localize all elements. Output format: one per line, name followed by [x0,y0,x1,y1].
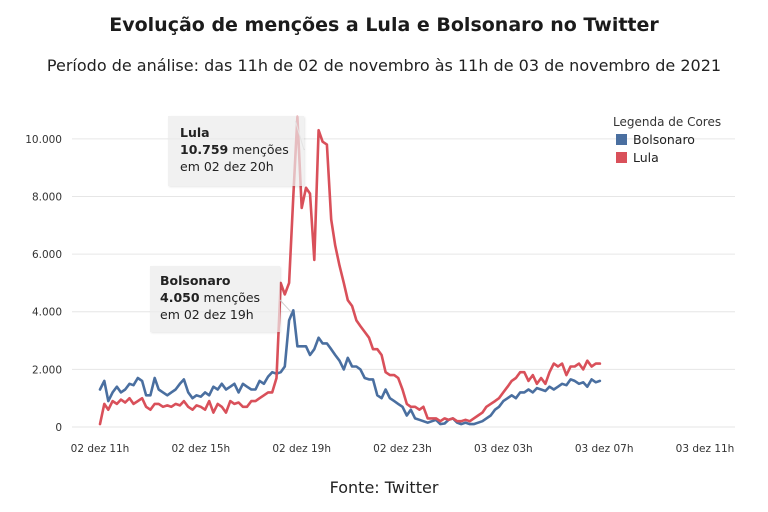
y-tick-label: 6.000 [32,249,62,261]
annotation-bolsonaro-name: Bolsonaro [160,273,231,288]
annotation-lula: Lula 10.759 menções em 02 dez 20h [180,124,289,175]
legend-title: Legenda de Cores [613,115,721,129]
annotation-lula-value: 10.759 [180,142,229,157]
chart-title: Evolução de menções a Lula e Bolsonaro n… [109,14,659,36]
x-tick-label: 03 dez 07h [575,443,634,455]
y-tick-label: 2.000 [32,364,62,376]
x-tick-label: 03 dez 03h [474,443,533,455]
annotation-lula-unit: menções [232,142,289,157]
y-tick-label: 4.000 [32,307,62,319]
annotation-bolsonaro-time: em 02 dez 19h [160,307,254,322]
x-tick-label: 02 dez 19h [272,443,331,455]
annotation-lula-time: em 02 dez 20h [180,159,274,174]
legend-swatch-lula [616,152,627,163]
x-tick-label: 02 dez 23h [373,443,432,455]
annotation-lula-name: Lula [180,125,210,140]
chart-subtitle: Período de análise: das 11h de 02 de nov… [46,56,722,75]
x-tick-label: 02 dez 11h [71,443,130,455]
legend-swatch-bolsonaro [616,134,627,145]
series-line-bolsonaro [98,309,602,426]
annotation-box-lula [168,116,304,186]
annotation-bolsonaro-value: 4.050 [160,290,200,305]
legend-label-lula: Lula [633,150,659,165]
series-line-lula [98,115,602,426]
annotation-bolsonaro: Bolsonaro 4.050 menções em 02 dez 19h [160,272,260,323]
y-tick-label: 8.000 [32,191,62,203]
annotation-bolsonaro-unit: menções [203,290,261,305]
annotation-connector-bolsonaro [279,299,292,313]
x-tick-label: 02 dez 15h [171,443,230,455]
annotation-box-bolsonaro [150,266,280,332]
chart-source: Fonte: Twitter [329,478,439,497]
y-tick-label: 0 [55,422,62,434]
legend-label-bolsonaro: Bolsonaro [633,132,695,147]
x-tick-label: 03 dez 11h [676,443,735,455]
y-tick-label: 10.000 [25,134,62,146]
